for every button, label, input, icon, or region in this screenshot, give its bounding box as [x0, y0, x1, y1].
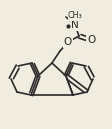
Text: O: O: [87, 35, 95, 45]
Text: N: N: [71, 20, 79, 30]
Text: O: O: [64, 37, 72, 47]
Text: CH₃: CH₃: [68, 11, 83, 21]
